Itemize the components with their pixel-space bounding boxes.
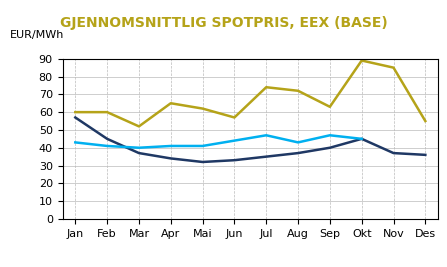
Text: EUR/MWh: EUR/MWh — [10, 30, 64, 40]
Text: GJENNOMSNITTLIG SPOTPRIS, EEX (BASE): GJENNOMSNITTLIG SPOTPRIS, EEX (BASE) — [59, 16, 388, 30]
